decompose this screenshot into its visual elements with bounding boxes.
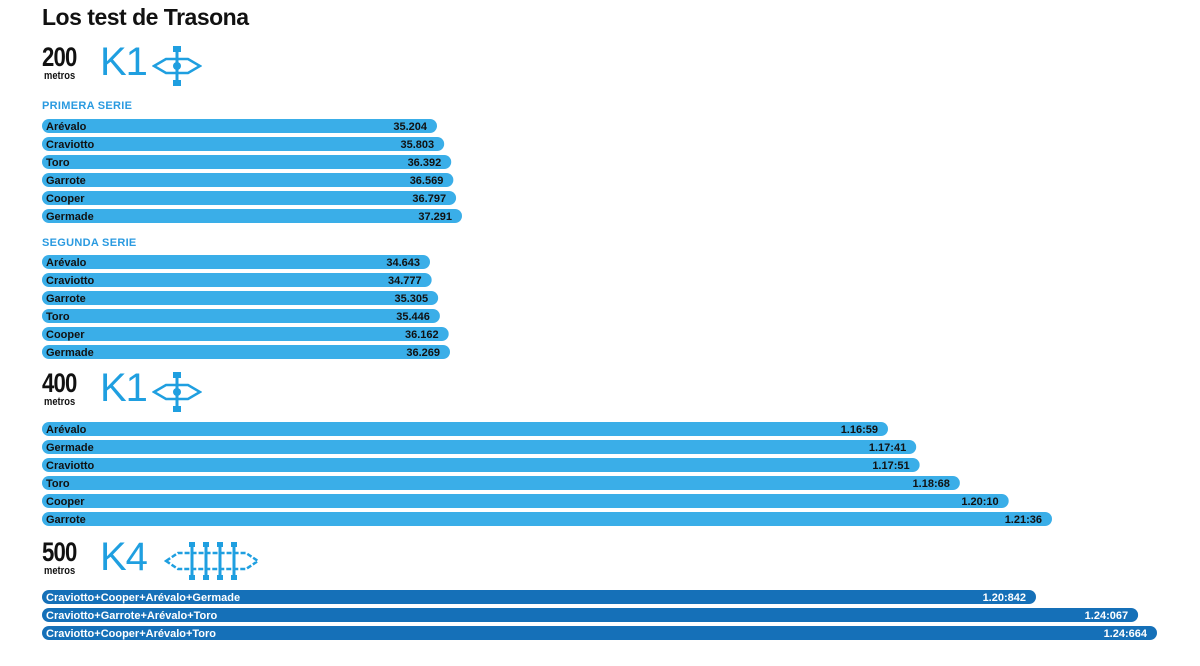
bar-value-label: 36.162 [405, 329, 439, 341]
bar-value-label: 34.777 [388, 275, 422, 287]
bar-value-label: 1.20:10 [961, 496, 998, 508]
bar [42, 291, 439, 305]
bar [42, 309, 440, 323]
bar-category-label: Germade [46, 347, 94, 359]
bar-value-label: 1.16:59 [841, 424, 878, 436]
bar [42, 626, 1157, 640]
bar [42, 345, 450, 359]
bar-category-label: Craviotto+Cooper+Arévalo+Germade [46, 592, 240, 604]
bar-category-label: Toro [46, 311, 70, 323]
bar [42, 440, 917, 454]
bar-value-label: 37.291 [418, 211, 452, 223]
bar [42, 209, 462, 223]
kayak-k4-icon [164, 542, 260, 580]
bar-category-label: Toro [46, 478, 70, 490]
bar-category-label: Germade [46, 442, 94, 454]
bar-value-label: 35.204 [393, 121, 428, 133]
bar-group-1: Arévalo 34.643 Craviotto 34.777 Garrote 35.30… [42, 255, 450, 359]
bar-value-label: 1.17:51 [872, 460, 909, 472]
bar-category-label: Arévalo [46, 121, 87, 133]
bar-group-3: Craviotto+Cooper+Arévalo+Germade 1.20:842… [42, 590, 1157, 640]
boat-class-label: K1 [100, 366, 148, 410]
bar-category-label: Craviotto+Cooper+Arévalo+Toro [46, 628, 216, 640]
bar [42, 173, 454, 187]
bar [42, 273, 432, 287]
bar [42, 191, 457, 205]
distance-label: 400 [42, 368, 77, 398]
bar-value-label: 34.643 [386, 257, 420, 269]
bar-category-label: Cooper [46, 193, 85, 205]
kayak-k1-icon [152, 372, 202, 412]
bar-category-label: Garrote [46, 175, 86, 187]
chart-title: Los test de Trasona [42, 4, 249, 30]
bar [42, 494, 1009, 508]
bar-category-label: Toro [46, 157, 70, 169]
bar [42, 608, 1139, 622]
bar-value-label: 1.18:68 [913, 478, 950, 490]
bar-category-label: Craviotto [46, 460, 95, 472]
bar-category-label: Craviotto [46, 275, 95, 287]
bar-value-label: 1.24:664 [1104, 628, 1148, 640]
bar-value-label: 36.392 [408, 157, 442, 169]
bar [42, 119, 437, 133]
bar-value-label: 35.446 [396, 311, 430, 323]
bar-category-label: Germade [46, 211, 94, 223]
unit-label: metros [44, 396, 76, 408]
bar-category-label: Garrote [46, 293, 86, 305]
bar-value-label: 35.803 [401, 139, 435, 151]
boat-class-label: K4 [100, 535, 148, 579]
bar-value-label: 36.797 [412, 193, 446, 205]
bar [42, 137, 445, 151]
bar-group-2: Arévalo 1.16:59 Germade 1.17:41 Craviotto 1.1… [42, 422, 1052, 526]
bar-group-0: Arévalo 35.204 Craviotto 35.803 Toro 36.392 Ga… [42, 119, 462, 223]
bar-value-label: 1.17:41 [869, 442, 906, 454]
bar [42, 327, 449, 341]
bar-value-label: 36.569 [410, 175, 444, 187]
distance-label: 500 [42, 537, 77, 567]
bar-value-label: 35.305 [394, 293, 428, 305]
bar-value-label: 36.269 [406, 347, 440, 359]
serie-label-second: SEGUNDA SERIE [42, 237, 137, 249]
bar [42, 422, 888, 436]
bar [42, 512, 1052, 526]
distance-label: 200 [42, 42, 77, 72]
bar-category-label: Craviotto [46, 139, 95, 151]
kayak-k1-icon [152, 46, 202, 86]
bar-category-label: Garrote [46, 514, 86, 526]
bar-category-label: Craviotto+Garrote+Arévalo+Toro [46, 610, 218, 622]
bar-category-label: Arévalo [46, 424, 87, 436]
bar-category-label: Cooper [46, 329, 85, 341]
bar [42, 155, 452, 169]
bar-value-label: 1.21:36 [1005, 514, 1042, 526]
bar [42, 255, 430, 269]
unit-label: metros [44, 70, 76, 82]
bar [42, 590, 1036, 604]
bar-category-label: Cooper [46, 496, 85, 508]
serie-label-first: PRIMERA SERIE [42, 100, 133, 112]
bar-value-label: 1.20:842 [983, 592, 1026, 604]
unit-label: metros [44, 565, 76, 577]
bar [42, 476, 960, 490]
boat-class-label: K1 [100, 40, 148, 84]
bar-value-label: 1.24:067 [1085, 610, 1128, 622]
bar-category-label: Arévalo [46, 257, 87, 269]
bar [42, 458, 920, 472]
